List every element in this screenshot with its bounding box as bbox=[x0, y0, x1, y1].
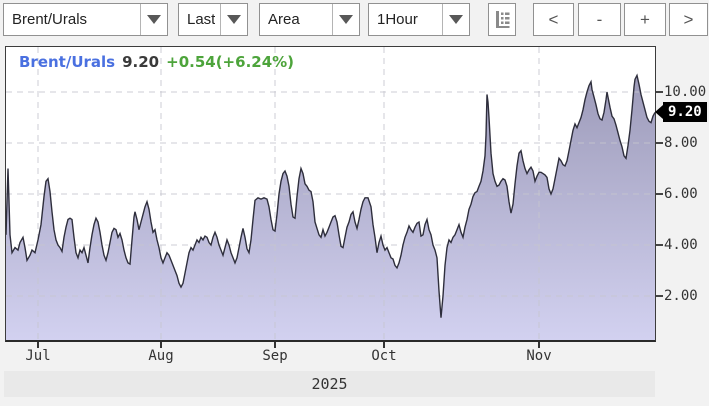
x-axis-tick bbox=[37, 342, 39, 348]
y-axis-label: 4.00 bbox=[664, 237, 698, 253]
chevron-down-icon bbox=[339, 15, 353, 24]
chevron-down-icon bbox=[147, 15, 161, 24]
y-axis-tick bbox=[656, 91, 663, 93]
y-axis-label: 10.00 bbox=[664, 84, 707, 100]
price-marker-value: 9.20 bbox=[663, 102, 707, 123]
chart-type-select-value: Area bbox=[268, 11, 300, 28]
chevron-down-icon bbox=[227, 15, 241, 24]
y-axis-label: 2.00 bbox=[664, 288, 698, 304]
legend-change: +0.54(+6.24%) bbox=[166, 53, 295, 71]
price-type-select[interactable]: Last bbox=[178, 3, 248, 36]
y-axis-label: 6.00 bbox=[664, 186, 698, 202]
last-price-marker: 9.20 bbox=[655, 102, 707, 123]
symbol-select-value: Brent/Urals bbox=[12, 11, 88, 28]
y-axis-tick bbox=[656, 142, 663, 144]
zoom-in-label: + bbox=[640, 10, 650, 29]
year-label: 2025 bbox=[311, 375, 348, 393]
scroll-left-label: < bbox=[548, 10, 559, 29]
timeframe-select[interactable]: 1Hour bbox=[368, 3, 470, 36]
quote-board-icon bbox=[495, 11, 509, 28]
toolbar: Brent/Urals Last Area 1Hour < - + > bbox=[3, 3, 708, 36]
timeframe-select-value: 1Hour bbox=[377, 11, 418, 28]
price-area-chart[interactable] bbox=[6, 47, 655, 340]
x-axis-label: Oct bbox=[371, 348, 397, 364]
price-type-select-value: Last bbox=[187, 11, 216, 28]
y-axis[interactable]: 9.20 2.00 4.00 6.00 8.00 10.00 bbox=[655, 46, 709, 342]
y-axis-tick bbox=[656, 244, 663, 246]
chart-legend: Brent/Urals 9.20 +0.54(+6.24%) bbox=[19, 53, 294, 71]
y-axis-label: 8.00 bbox=[664, 135, 698, 151]
zoom-out-button[interactable]: - bbox=[578, 3, 621, 36]
chart-type-select[interactable]: Area bbox=[259, 3, 360, 36]
timeframe-select-arrow-box[interactable] bbox=[442, 4, 469, 35]
x-axis-label: Aug bbox=[148, 348, 174, 364]
x-axis-label: Nov bbox=[526, 348, 552, 364]
quotes-list-button[interactable] bbox=[488, 3, 516, 36]
y-axis-tick bbox=[656, 295, 663, 297]
symbol-select-arrow-box[interactable] bbox=[140, 4, 167, 35]
x-axis-tick bbox=[274, 342, 276, 348]
price-marker-arrow-icon bbox=[655, 105, 663, 120]
zoom-out-label: - bbox=[596, 10, 603, 29]
scroll-right-label: > bbox=[683, 10, 694, 29]
scroll-left-button[interactable]: < bbox=[533, 3, 574, 36]
x-axis-tick bbox=[383, 342, 385, 348]
x-axis-label: Jul bbox=[25, 348, 51, 364]
legend-symbol: Brent/Urals bbox=[19, 53, 116, 71]
zoom-in-button[interactable]: + bbox=[624, 3, 666, 36]
x-axis-label: Sep bbox=[262, 348, 288, 364]
scroll-right-button[interactable]: > bbox=[669, 3, 708, 36]
symbol-select[interactable]: Brent/Urals bbox=[3, 3, 168, 36]
price-type-select-arrow-box[interactable] bbox=[220, 4, 247, 35]
x-axis-year-band: 2025 bbox=[4, 371, 655, 397]
chart-type-select-arrow-box[interactable] bbox=[332, 4, 359, 35]
x-axis-tick bbox=[160, 342, 162, 348]
chart-plot-area[interactable]: Brent/Urals 9.20 +0.54(+6.24%) bbox=[5, 46, 656, 342]
legend-last-price: 9.20 bbox=[122, 53, 160, 71]
x-axis-tick bbox=[538, 342, 540, 348]
y-axis-tick bbox=[656, 193, 663, 195]
chevron-down-icon bbox=[449, 15, 463, 24]
